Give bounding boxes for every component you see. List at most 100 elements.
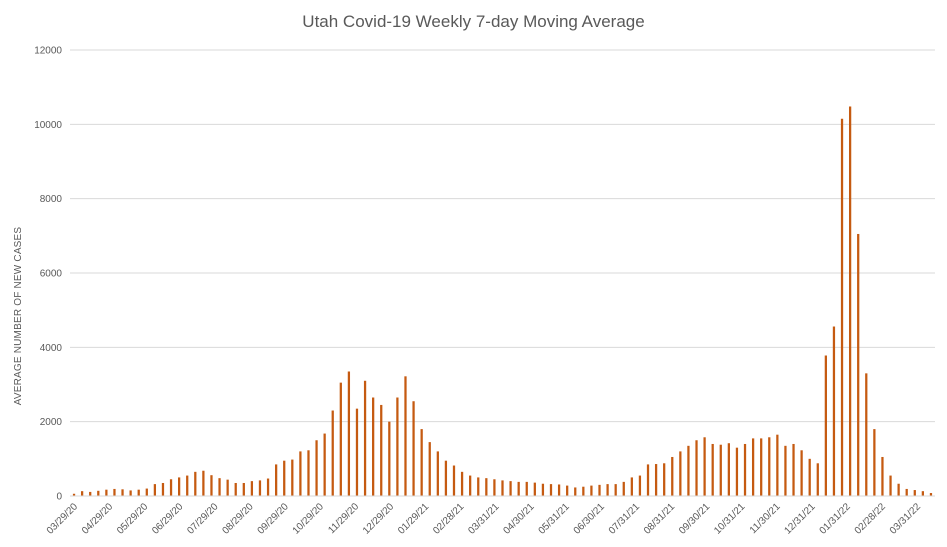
bar	[889, 475, 892, 496]
bar	[72, 493, 76, 496]
bar	[784, 445, 787, 496]
bar	[622, 481, 625, 496]
bar	[315, 440, 318, 496]
bar	[234, 482, 237, 496]
bar	[865, 373, 868, 496]
bar	[695, 440, 698, 496]
bar	[412, 401, 415, 496]
bar	[226, 479, 229, 496]
x-tick-label: 07/29/20	[185, 501, 221, 537]
bar	[751, 438, 755, 496]
bar	[89, 491, 92, 496]
bar	[129, 490, 132, 496]
bar	[258, 480, 262, 496]
bar	[792, 443, 795, 496]
x-tick-label: 06/29/20	[150, 501, 186, 537]
bar	[857, 233, 860, 496]
bar	[654, 464, 658, 496]
bar	[929, 493, 933, 496]
bar	[549, 484, 553, 496]
y-tick-label: 10000	[34, 120, 62, 131]
x-tick-label: 11/30/21	[748, 501, 783, 536]
bar	[186, 475, 189, 496]
bar	[735, 447, 739, 496]
bar	[404, 376, 407, 496]
x-tick-label: 05/31/21	[537, 501, 573, 537]
bar	[331, 410, 334, 496]
x-tick-label: 03/31/21	[466, 501, 502, 537]
bar	[380, 404, 383, 496]
chart-title: Utah Covid-19 Weekly 7-day Moving Averag…	[302, 12, 645, 31]
bar	[711, 443, 714, 496]
bar	[517, 481, 520, 496]
bar	[218, 478, 221, 496]
y-tick-label: 2000	[40, 417, 63, 428]
x-tick-label: 01/31/22	[818, 501, 854, 537]
bar	[630, 477, 633, 496]
bar	[97, 490, 100, 496]
bar	[113, 488, 116, 496]
bar	[161, 482, 165, 496]
bar	[566, 485, 569, 496]
bar	[614, 484, 617, 496]
bar	[121, 489, 124, 496]
x-tick-label: 04/30/21	[501, 501, 537, 537]
bar	[525, 481, 528, 496]
x-tick-label: 01/29/21	[396, 501, 432, 537]
bar	[808, 458, 811, 496]
y-axis-label: AVERAGE NUMBER OF NEW CASES	[13, 227, 24, 406]
bar	[582, 486, 585, 496]
bar	[816, 463, 819, 496]
bar	[428, 442, 431, 496]
bar	[436, 451, 439, 496]
bar	[291, 459, 294, 496]
y-axis-ticks: 0 2000 4000 6000 8000 10000 12000	[34, 46, 62, 503]
bar	[372, 397, 375, 496]
bar	[323, 433, 326, 496]
bar	[137, 489, 140, 496]
bar	[485, 478, 488, 496]
bar	[355, 408, 359, 496]
bar	[832, 326, 836, 496]
bar	[266, 478, 270, 496]
bar	[469, 475, 472, 496]
bar	[299, 451, 302, 496]
x-tick-label: 09/30/21	[677, 501, 713, 537]
bar	[679, 451, 682, 496]
bar	[671, 456, 674, 496]
bar	[921, 491, 924, 496]
bar	[105, 489, 108, 496]
bar-series	[72, 106, 933, 497]
x-tick-label: 03/31/22	[888, 501, 924, 537]
bar	[210, 475, 213, 496]
bar	[493, 479, 496, 496]
bar	[719, 444, 722, 496]
bar	[913, 490, 916, 496]
bar	[388, 421, 391, 496]
bar	[590, 485, 593, 496]
bar	[477, 477, 480, 496]
bar	[339, 382, 342, 496]
bar	[396, 397, 399, 496]
bar	[307, 450, 310, 496]
x-tick-label: 08/29/20	[220, 501, 256, 537]
x-tick-label: 12/31/21	[782, 501, 818, 537]
bar	[169, 479, 173, 496]
y-tick-label: 4000	[40, 343, 63, 354]
bar	[347, 371, 351, 496]
x-tick-label: 12/29/20	[361, 501, 397, 537]
x-tick-label: 09/29/20	[256, 501, 292, 537]
bar	[800, 450, 803, 496]
bar	[606, 484, 609, 496]
bar	[363, 380, 367, 496]
bar	[840, 118, 844, 496]
bar	[873, 429, 876, 496]
bar	[743, 443, 747, 496]
bar	[509, 481, 512, 496]
bar	[776, 434, 779, 496]
x-tick-label: 10/29/20	[291, 501, 327, 537]
bar	[760, 438, 763, 496]
bar	[687, 445, 690, 496]
x-tick-label: 07/31/21	[607, 501, 643, 537]
